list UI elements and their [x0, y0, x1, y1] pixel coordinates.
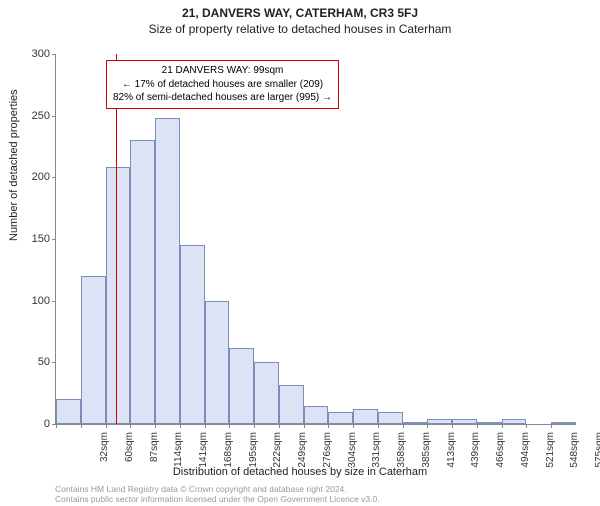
x-tick-mark — [205, 424, 206, 428]
y-tick-label: 150 — [16, 233, 50, 245]
histogram-bar — [205, 301, 230, 424]
x-tick-mark — [180, 424, 181, 428]
histogram-bar — [328, 412, 353, 424]
histogram-bar — [477, 422, 502, 424]
y-tick-mark — [52, 177, 56, 178]
credit-line-2: Contains public sector information licen… — [55, 494, 380, 504]
histogram-chart: 05010015020025030032sqm60sqm87sqm114sqm1… — [55, 54, 575, 424]
page-subtitle: Size of property relative to detached ho… — [0, 22, 600, 36]
annotation-line: 21 DANVERS WAY: 99sqm — [113, 64, 332, 78]
histogram-bar — [279, 385, 304, 424]
y-tick-mark — [52, 301, 56, 302]
x-tick-mark — [526, 424, 527, 428]
x-tick-mark — [353, 424, 354, 428]
y-tick-mark — [52, 54, 56, 55]
x-tick-mark — [254, 424, 255, 428]
x-axis-label: Distribution of detached houses by size … — [0, 466, 600, 478]
y-tick-label: 0 — [16, 418, 50, 430]
credit-text: Contains HM Land Registry data © Crown c… — [55, 484, 380, 504]
y-tick-mark — [52, 239, 56, 240]
histogram-bar — [56, 399, 81, 424]
histogram-bar — [502, 419, 527, 424]
credit-line-1: Contains HM Land Registry data © Crown c… — [55, 484, 380, 494]
y-tick-label: 200 — [16, 171, 50, 183]
x-tick-mark — [279, 424, 280, 428]
x-tick-mark — [130, 424, 131, 428]
page-title: 21, DANVERS WAY, CATERHAM, CR3 5FJ — [0, 6, 600, 20]
y-tick-label: 300 — [16, 48, 50, 60]
y-tick-label: 250 — [16, 110, 50, 122]
histogram-bar — [130, 140, 155, 424]
histogram-bar — [155, 118, 180, 424]
histogram-bar — [180, 245, 205, 424]
histogram-bar — [229, 348, 254, 424]
histogram-bar — [551, 422, 576, 424]
x-tick-mark — [304, 424, 305, 428]
y-tick-label: 50 — [16, 356, 50, 368]
x-tick-mark — [477, 424, 478, 428]
histogram-bar — [452, 419, 477, 424]
histogram-bar — [304, 406, 329, 425]
histogram-bar — [254, 362, 279, 424]
histogram-bar — [403, 422, 428, 424]
histogram-bar — [81, 276, 106, 424]
property-marker-line — [116, 54, 117, 424]
histogram-bar — [378, 412, 403, 424]
y-tick-mark — [52, 116, 56, 117]
y-tick-mark — [52, 362, 56, 363]
x-tick-mark — [155, 424, 156, 428]
x-tick-mark — [328, 424, 329, 428]
annotation-line: 82% of semi-detached houses are larger (… — [113, 91, 332, 105]
x-tick-mark — [551, 424, 552, 428]
x-tick-mark — [81, 424, 82, 428]
x-tick-mark — [106, 424, 107, 428]
histogram-bar — [106, 167, 131, 424]
x-tick-mark — [378, 424, 379, 428]
histogram-bar — [427, 419, 452, 424]
histogram-bar — [353, 409, 378, 424]
x-tick-mark — [502, 424, 503, 428]
annotation-line: ← 17% of detached houses are smaller (20… — [113, 78, 332, 92]
x-tick-mark — [403, 424, 404, 428]
x-tick-mark — [452, 424, 453, 428]
y-tick-label: 100 — [16, 295, 50, 307]
x-tick-mark — [427, 424, 428, 428]
plot-region: 05010015020025030032sqm60sqm87sqm114sqm1… — [55, 54, 576, 425]
x-tick-mark — [229, 424, 230, 428]
x-tick-mark — [56, 424, 57, 428]
property-annotation: 21 DANVERS WAY: 99sqm← 17% of detached h… — [106, 60, 339, 109]
